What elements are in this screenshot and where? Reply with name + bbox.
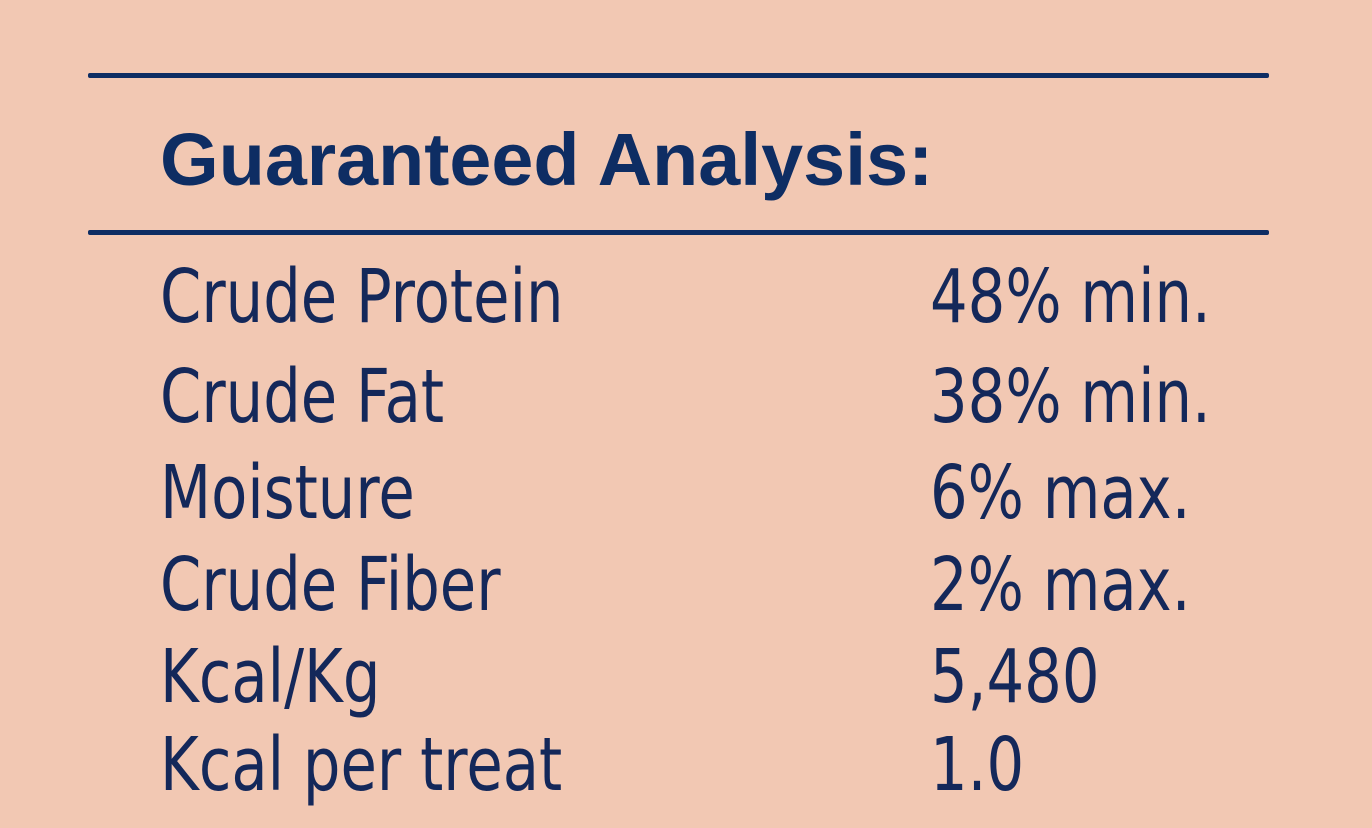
- analysis-row-crude-protein: Crude Protein 48% min.: [0, 252, 1372, 342]
- nutrient-value: 5,480: [930, 634, 1100, 720]
- nutrient-label: Kcal/Kg: [160, 634, 381, 720]
- analysis-row-crude-fiber: Crude Fiber 2% max.: [0, 540, 1372, 630]
- nutrient-value: 1.0: [930, 722, 1025, 808]
- nutrient-value: 2% max.: [930, 542, 1191, 628]
- nutrient-value: 38% min.: [930, 354, 1211, 440]
- analysis-row-kcal-per-kg: Kcal/Kg 5,480: [0, 632, 1372, 722]
- title-divider: [88, 230, 1269, 235]
- nutrient-label: Kcal per treat: [160, 722, 563, 808]
- panel-title: Guaranteed Analysis:: [160, 118, 934, 201]
- nutrient-label: Crude Fiber: [160, 542, 501, 628]
- nutrient-label: Crude Fat: [160, 354, 445, 440]
- top-divider: [88, 73, 1269, 78]
- analysis-row-moisture: Moisture 6% max.: [0, 448, 1372, 538]
- nutrient-label: Crude Protein: [160, 254, 564, 340]
- nutrient-label: Moisture: [160, 450, 415, 536]
- analysis-row-crude-fat: Crude Fat 38% min.: [0, 352, 1372, 442]
- nutrient-value: 6% max.: [930, 450, 1191, 536]
- analysis-row-kcal-per-treat: Kcal per treat 1.0: [0, 720, 1372, 810]
- nutrient-value: 48% min.: [930, 254, 1211, 340]
